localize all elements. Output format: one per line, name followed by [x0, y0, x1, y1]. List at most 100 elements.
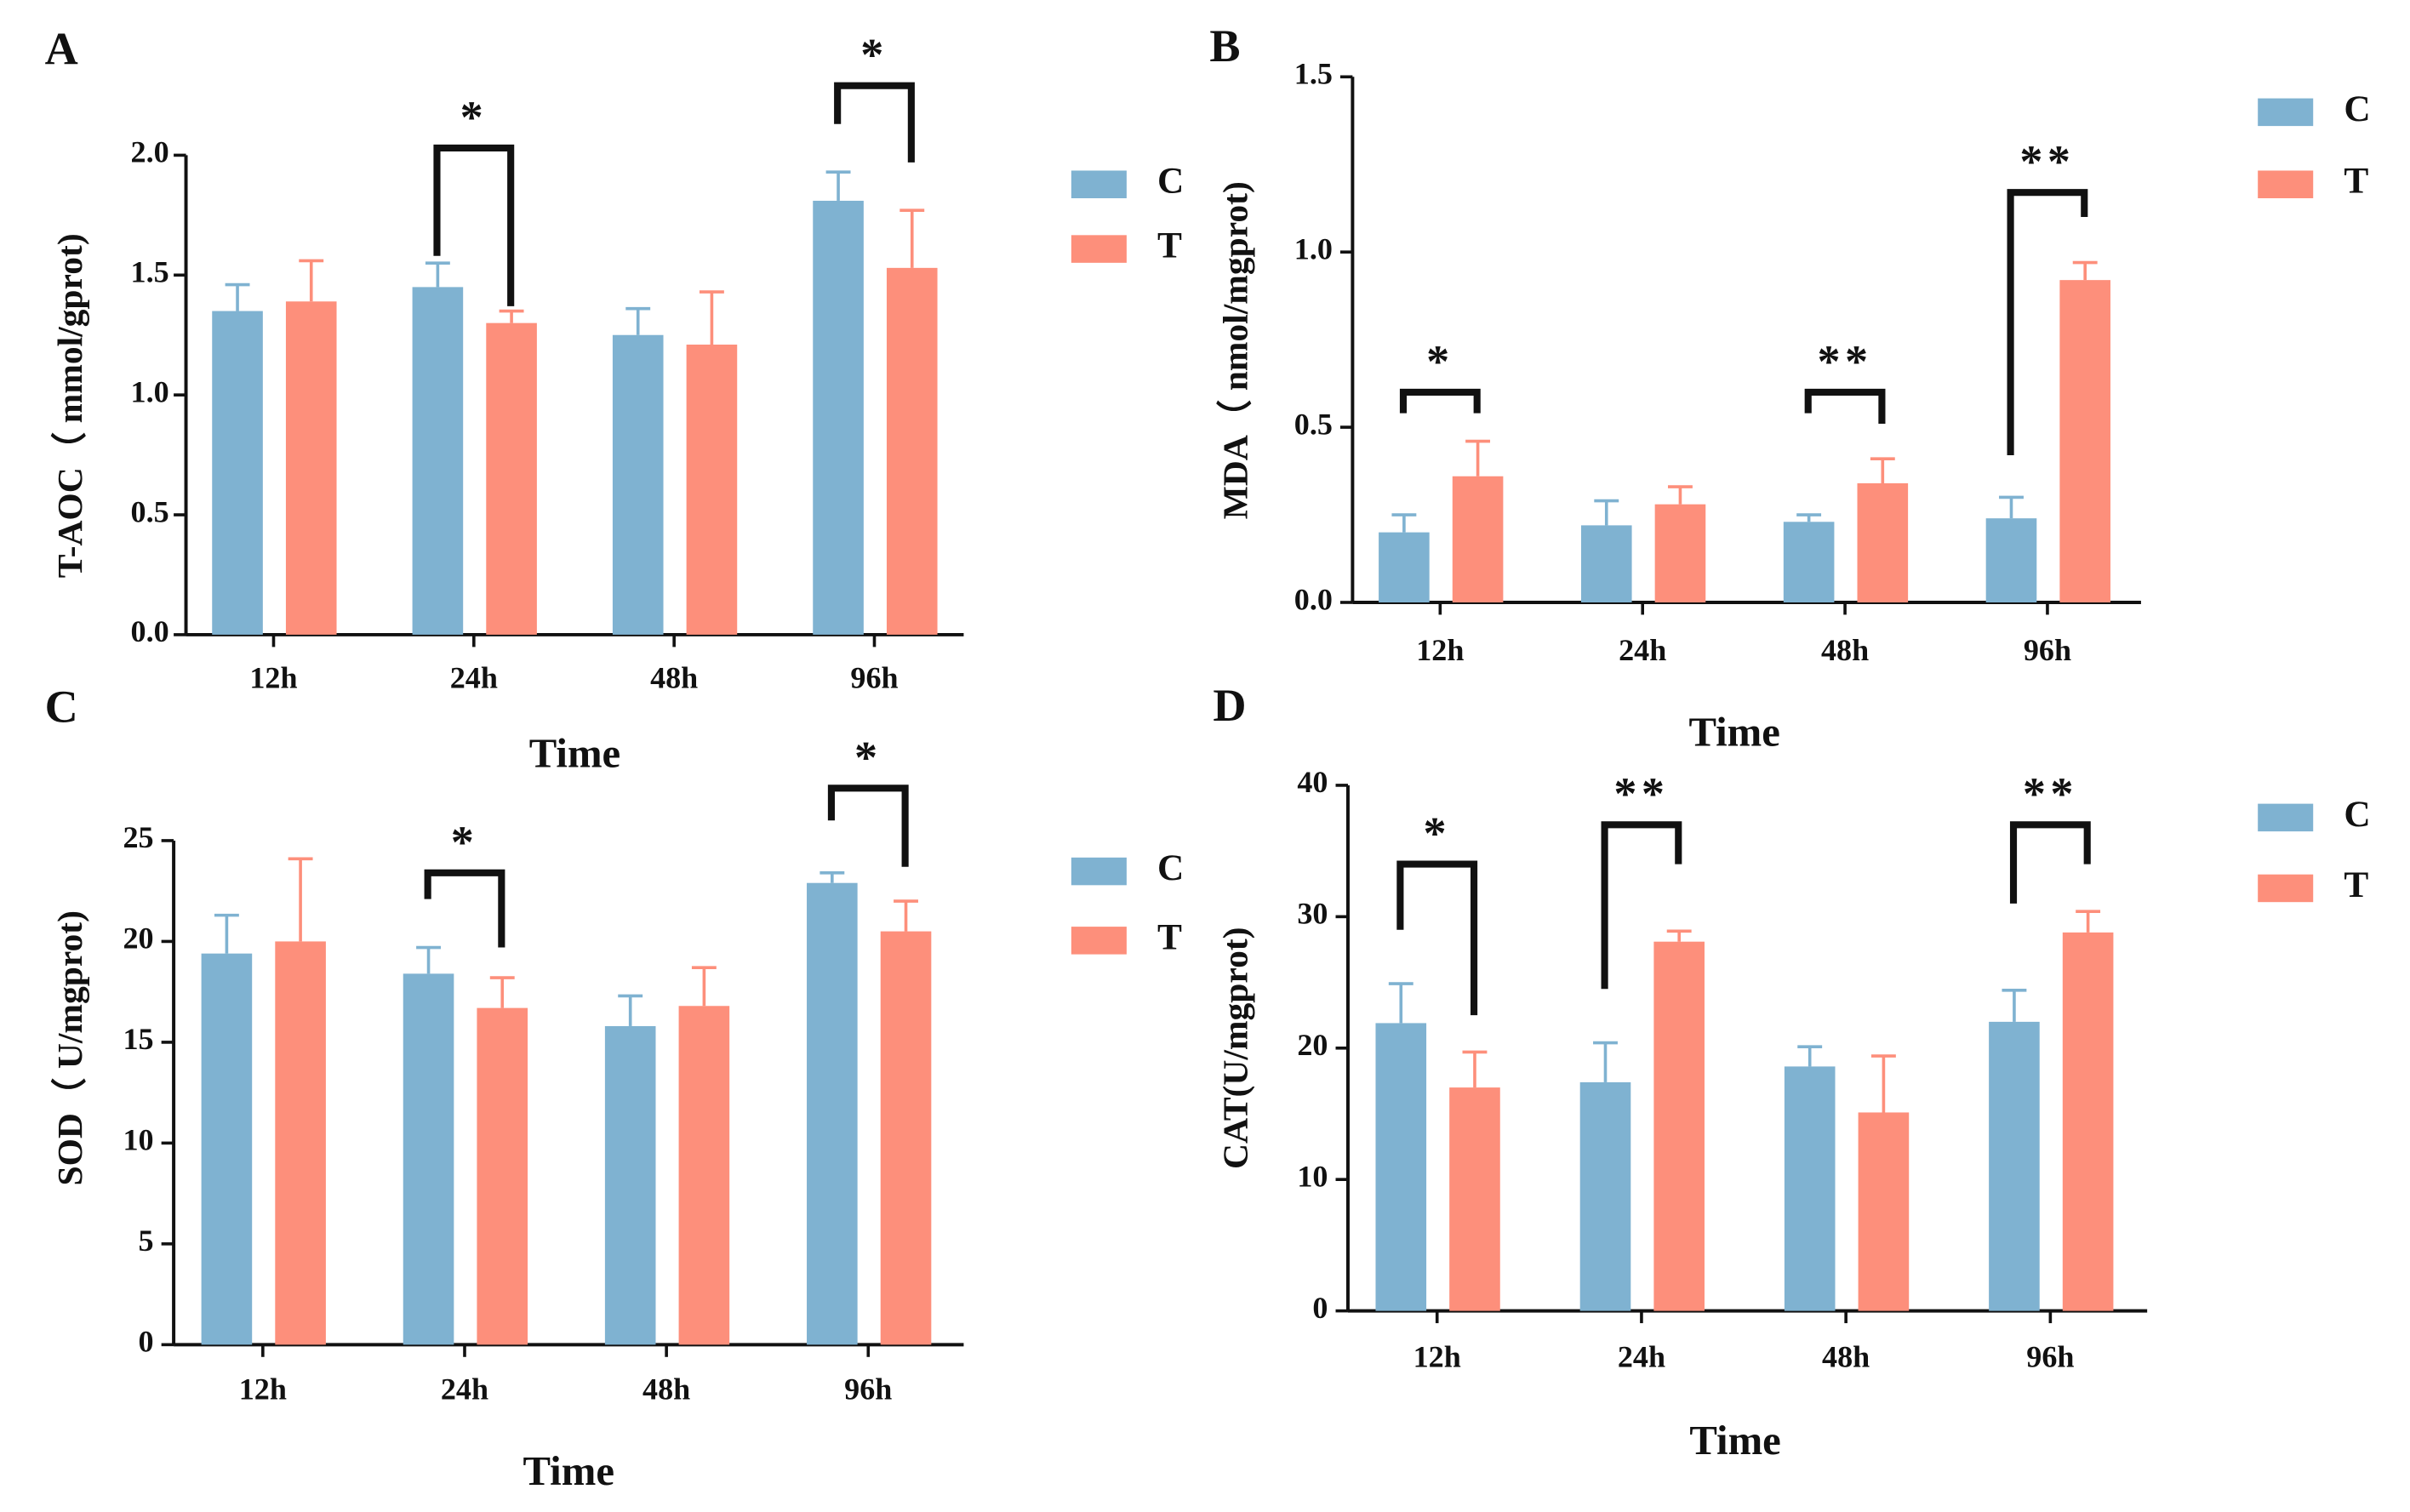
- y-tick-label-b: 1.0: [1294, 232, 1333, 266]
- y-tick-label-d: 0: [1312, 1291, 1328, 1325]
- bar-b-t-48h: [1857, 482, 1909, 602]
- panel-label-a: A: [45, 24, 78, 75]
- bar-b-t-96h: [2059, 280, 2110, 602]
- significance-bracket-d-2: [2009, 821, 2091, 904]
- legend-label-d-c: C: [2344, 794, 2370, 835]
- bar-d-c-24h: [1579, 1081, 1631, 1311]
- bar-c-c-48h: [604, 1025, 656, 1345]
- bar-a-c-48h: [612, 334, 664, 635]
- x-tick-label-b: 48h: [1821, 633, 1869, 667]
- significance-marker-d-1: **: [1613, 768, 1669, 819]
- legend-swatch-d-c: [2258, 803, 2314, 832]
- y-axis-label-d: CAT(U/mgprot): [1215, 927, 1255, 1170]
- bar-a-c-96h: [813, 200, 864, 635]
- x-axis-label-b: Time: [1688, 709, 1779, 755]
- x-axis-label-d: Time: [1689, 1418, 1780, 1464]
- significance-marker-c-1: *: [854, 732, 882, 783]
- bar-b-t-12h: [1452, 476, 1504, 602]
- x-tick-label-a: 24h: [450, 660, 498, 694]
- y-tick-label-a: 0.0: [131, 614, 169, 648]
- x-axis-label-c: Time: [523, 1448, 614, 1494]
- bar-c-t-96h: [880, 931, 932, 1345]
- legend-swatch-a-c: [1071, 170, 1127, 198]
- significance-marker-d-2: **: [2023, 768, 2078, 819]
- legend-swatch-c-t: [1071, 927, 1127, 955]
- x-tick-label-d: 12h: [1413, 1340, 1461, 1374]
- bar-d-c-12h: [1375, 1023, 1427, 1311]
- legend-label-c-t: T: [1157, 916, 1182, 957]
- significance-bracket-c-0: [424, 869, 505, 948]
- significance-bracket-b-2: [2007, 189, 2088, 456]
- y-axis-label-c: SOD（ U/mgprot): [50, 910, 90, 1185]
- significance-bracket-b-0: [1399, 388, 1481, 414]
- legend-label-c-c: C: [1157, 847, 1184, 888]
- bar-a-c-24h: [412, 287, 464, 635]
- y-tick-label-d: 30: [1297, 897, 1328, 931]
- legend-swatch-a-t: [1071, 235, 1127, 263]
- panel-label-d: D: [1213, 680, 1246, 731]
- bar-c-c-12h: [201, 953, 253, 1345]
- y-tick-label-c: 10: [123, 1123, 154, 1157]
- x-axis-label-a: Time: [529, 731, 620, 777]
- x-tick-label-d: 24h: [1618, 1340, 1665, 1374]
- y-tick-label-d: 10: [1297, 1159, 1328, 1193]
- y-tick-label-c: 15: [123, 1022, 154, 1056]
- legend-swatch-d-t: [2258, 874, 2314, 903]
- bar-d-t-24h: [1653, 941, 1705, 1311]
- legend-label-b-c: C: [2344, 88, 2370, 129]
- bar-d-c-96h: [1989, 1021, 2040, 1311]
- significance-bracket-c-1: [827, 785, 909, 867]
- x-tick-label-a: 12h: [249, 660, 297, 694]
- significance-marker-b-2: **: [2019, 136, 2075, 187]
- x-tick-label-c: 24h: [441, 1372, 488, 1406]
- legend-label-a-t: T: [1157, 225, 1182, 266]
- bar-a-t-12h: [285, 301, 337, 635]
- bar-c-c-96h: [807, 882, 858, 1345]
- x-tick-label-c: 48h: [642, 1372, 690, 1406]
- bar-b-c-96h: [1985, 518, 2037, 602]
- bar-d-c-48h: [1784, 1066, 1836, 1311]
- bar-b-c-24h: [1580, 525, 1632, 602]
- x-tick-label-d: 48h: [1822, 1340, 1870, 1374]
- y-tick-label-a: 1.0: [131, 374, 169, 408]
- y-tick-label-c: 0: [139, 1325, 154, 1359]
- significance-marker-c-0: *: [451, 817, 479, 868]
- y-tick-label-c: 5: [139, 1224, 154, 1258]
- y-tick-label-d: 40: [1297, 765, 1328, 799]
- x-tick-label-c: 12h: [239, 1372, 287, 1406]
- significance-bracket-d-0: [1396, 860, 1478, 1016]
- bar-b-t-24h: [1654, 504, 1706, 602]
- panel-label-c: C: [45, 682, 78, 733]
- significance-bracket-d-1: [1601, 821, 1682, 990]
- legend-swatch-b-t: [2258, 170, 2314, 198]
- bar-d-t-12h: [1449, 1087, 1500, 1311]
- x-tick-label-c: 96h: [844, 1372, 892, 1406]
- legend-swatch-b-c: [2258, 98, 2314, 127]
- bar-a-t-48h: [686, 345, 738, 635]
- bar-a-c-12h: [212, 311, 263, 635]
- legend-label-b-t: T: [2344, 161, 2368, 202]
- significance-marker-a-0: *: [460, 92, 488, 143]
- legend-label-a-c: C: [1157, 161, 1184, 202]
- x-tick-label-d: 96h: [2026, 1340, 2074, 1374]
- significance-marker-b-1: **: [1818, 336, 1873, 387]
- significance-bracket-b-1: [1804, 388, 1886, 424]
- significance-marker-a-1: *: [860, 30, 888, 81]
- panel-label-b: B: [1209, 20, 1240, 71]
- legend-swatch-c-c: [1071, 857, 1127, 886]
- bar-b-c-12h: [1379, 532, 1430, 602]
- significance-marker-b-0: *: [1426, 336, 1454, 387]
- x-tick-label-b: 96h: [2024, 633, 2071, 667]
- y-tick-label-a: 0.5: [131, 494, 169, 528]
- y-axis-label-b: MDA（ nmol/mgprot): [1215, 181, 1255, 519]
- y-tick-label-a: 2.0: [131, 135, 169, 169]
- significance-bracket-a-0: [433, 144, 515, 306]
- bar-d-t-48h: [1858, 1112, 1910, 1311]
- y-tick-label-c: 20: [123, 921, 154, 956]
- y-tick-label-a: 1.5: [131, 255, 169, 289]
- y-tick-label-b: 1.5: [1294, 57, 1333, 91]
- y-tick-label-b: 0.5: [1294, 407, 1333, 441]
- y-tick-label-b: 0.0: [1294, 582, 1333, 616]
- significance-bracket-a-1: [834, 82, 915, 163]
